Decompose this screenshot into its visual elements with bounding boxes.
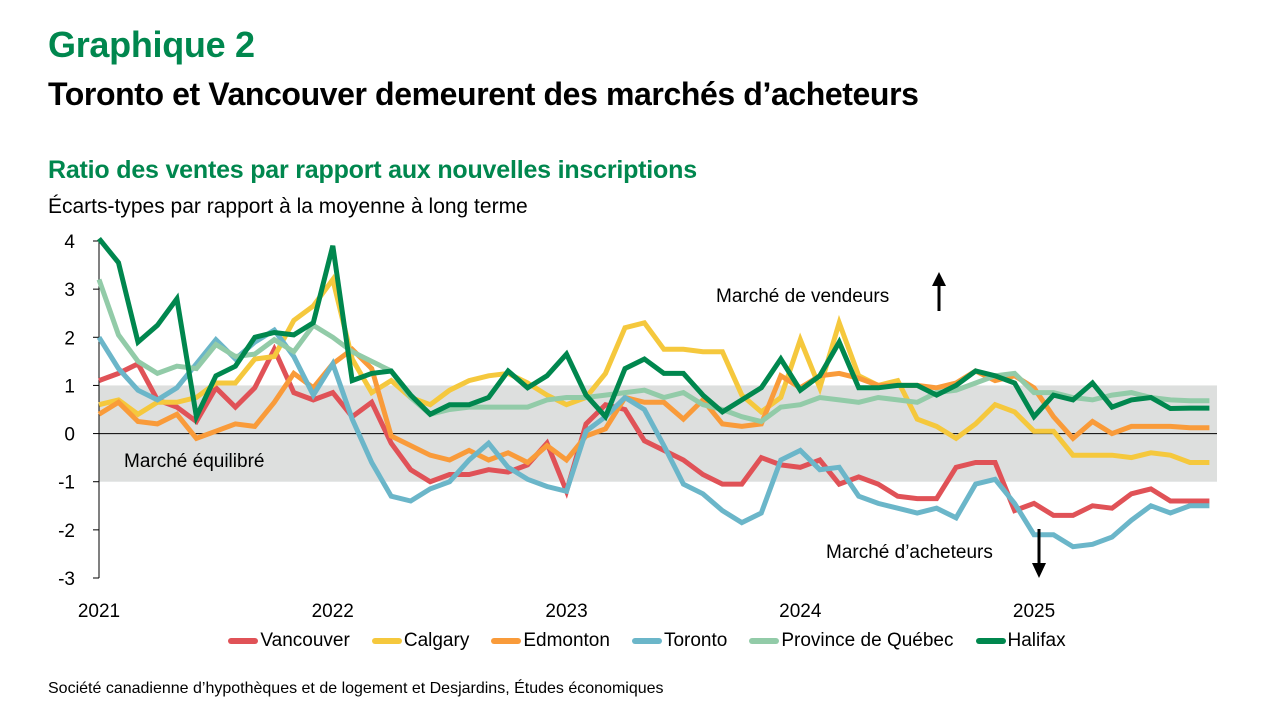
legend: Vancouver Calgary Edmonton Toronto Province …: [0, 630, 1280, 652]
x-tick-label: 2024: [779, 601, 822, 622]
legend-item: Vancouver: [228, 630, 350, 652]
legend-item: Halifax: [975, 630, 1066, 652]
legend-item: Province de Québec: [749, 630, 954, 652]
series-province-de-qu-bec: [96, 278, 1210, 425]
legend-label: Province de Québec: [781, 630, 954, 651]
seller-market-label: Marché de vendeurs: [716, 286, 889, 307]
legend-swatch: [228, 638, 259, 644]
legend-swatch: [749, 638, 780, 644]
legend-swatch: [371, 638, 402, 644]
legend-label: Toronto: [663, 630, 728, 651]
y-tick-label: -1: [58, 473, 75, 494]
x-tick-label: 2025: [1013, 601, 1055, 622]
legend-label: Halifax: [1007, 630, 1066, 651]
arrow-up-head-icon: [932, 272, 946, 286]
legend-item: Edmonton: [491, 630, 610, 652]
x-tick-label: 2023: [545, 601, 587, 622]
legend-item: Toronto: [631, 630, 728, 652]
source-note: Société canadienne d’hypothèques et de l…: [48, 680, 664, 697]
series-halifax: [97, 237, 1210, 425]
band-label: Marché équilibré: [124, 451, 264, 472]
y-tick-label: -2: [58, 521, 75, 542]
y-tick-label: 3: [64, 280, 75, 301]
chart-subtitle: Ratio des ventes par rapport aux nouvell…: [48, 156, 697, 184]
y-tick-label: 0: [64, 425, 75, 446]
legend-item: Calgary: [371, 630, 470, 652]
y-tick-label: 1: [64, 376, 75, 397]
buyer-market-label: Marché d’acheteurs: [826, 542, 993, 563]
legend-label: Edmonton: [523, 630, 610, 651]
x-tick-label: 2021: [78, 601, 120, 622]
x-tick-label: 2022: [312, 601, 354, 622]
legend-swatch: [491, 638, 522, 644]
legend-label: Vancouver: [260, 630, 350, 651]
legend-swatch: [631, 638, 662, 644]
chart-title: Toronto et Vancouver demeurent des march…: [48, 76, 919, 112]
legend-swatch: [975, 638, 1006, 644]
y-axis-unit-label: Écarts-types par rapport à la moyenne à …: [48, 195, 528, 218]
series-calgary: [98, 273, 1210, 465]
y-tick-label: 2: [64, 328, 75, 349]
series-vancouver: [98, 343, 1210, 518]
legend-label: Calgary: [403, 630, 470, 651]
y-tick-label: -3: [58, 569, 75, 590]
chart-number: Graphique 2: [48, 24, 255, 65]
arrow-down-head-icon: [1032, 563, 1046, 578]
y-tick-label: 4: [64, 232, 75, 253]
